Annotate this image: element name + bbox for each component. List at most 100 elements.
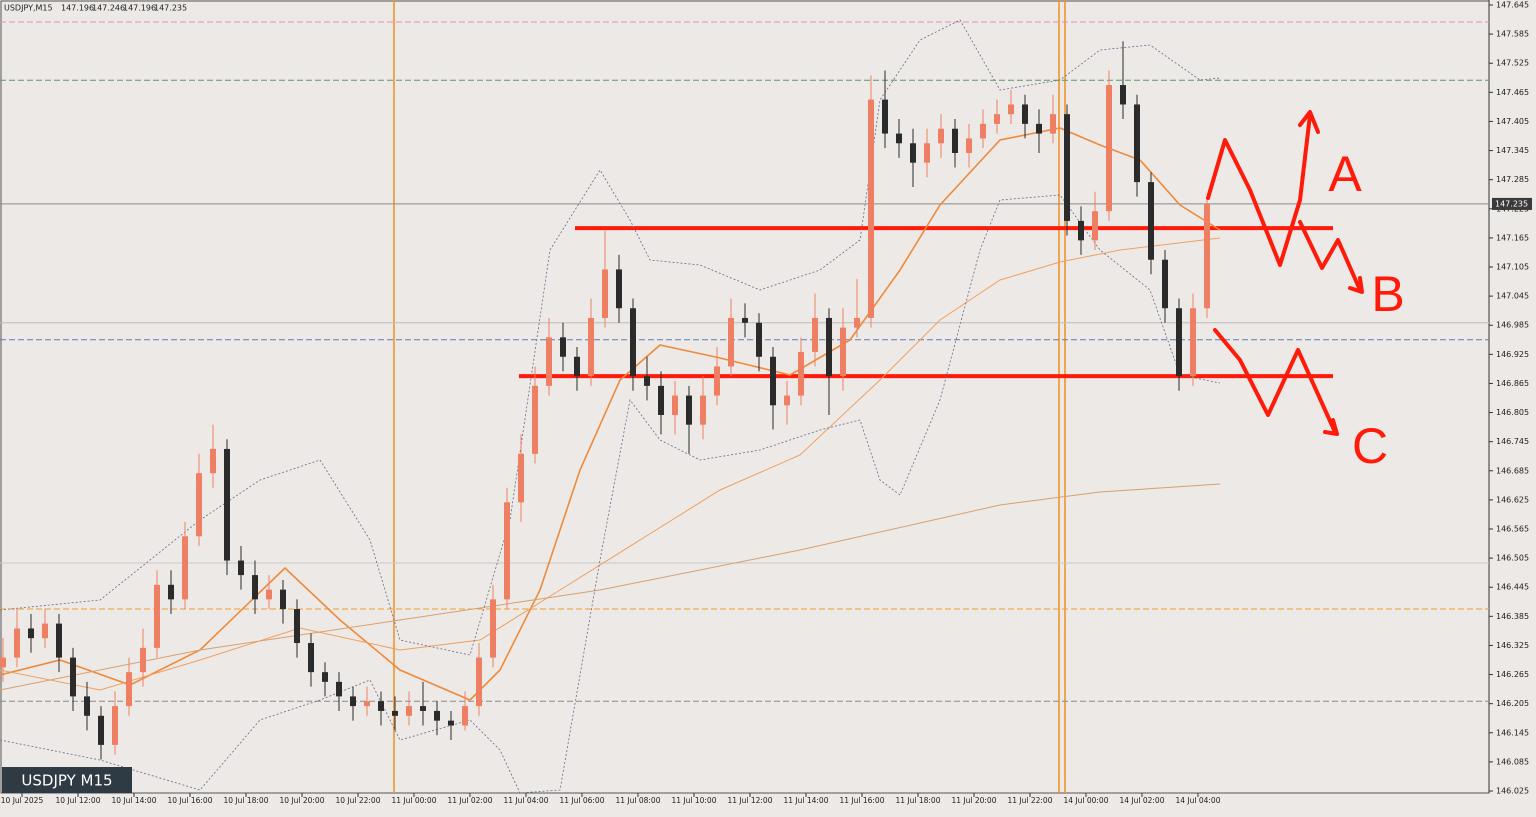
candle-body: [1064, 114, 1070, 221]
candle-body: [756, 322, 762, 357]
x-tick-label: 14 Jul 02:00: [1120, 796, 1165, 805]
candle-body: [1008, 104, 1014, 115]
candle-body: [896, 133, 902, 144]
candle-body: [882, 99, 888, 134]
x-tick-label: 11 Jul 22:00: [1008, 796, 1053, 805]
bollinger-band: [0, 194, 1221, 794]
candle-body: [490, 599, 496, 658]
candle-body: [266, 589, 272, 600]
candle-body: [294, 609, 300, 644]
candle-body: [56, 623, 62, 658]
candle-body: [840, 327, 846, 377]
candle-body: [574, 356, 580, 377]
candle-body: [560, 337, 566, 357]
candle-body: [182, 536, 188, 600]
candle-body: [1078, 220, 1084, 241]
candle-body: [854, 317, 860, 328]
quote-value: 147.246: [92, 4, 125, 13]
candle-body: [434, 710, 440, 721]
candle-body: [1190, 308, 1196, 377]
x-tick-label: 11 Jul 04:00: [504, 796, 549, 805]
candle-body: [28, 628, 34, 639]
y-tick-label: 147.105: [1496, 263, 1529, 272]
x-tick-label: 10 Jul 14:00: [112, 796, 157, 805]
candle-body: [98, 715, 104, 745]
candle-body: [462, 706, 468, 726]
candle-body: [392, 710, 398, 716]
candles: [0, 41, 1210, 760]
x-tick-label: 11 Jul 08:00: [616, 796, 661, 805]
candle-body: [644, 376, 650, 386]
x-tick-label: 10 Jul 2025: [1, 796, 44, 805]
quote-value: 147.196: [61, 4, 94, 13]
annotation-b: B: [1371, 266, 1404, 322]
y-tick-label: 146.985: [1496, 321, 1529, 330]
candle-body: [1022, 104, 1028, 124]
candle-body: [966, 138, 972, 153]
candle-body: [364, 701, 370, 707]
candle-body: [1120, 85, 1126, 105]
candle-body: [308, 643, 314, 673]
candle-body: [42, 623, 48, 639]
y-tick-label: 146.025: [1496, 787, 1529, 796]
candle-body: [14, 628, 20, 658]
candle-body: [700, 395, 706, 425]
candle-body: [868, 99, 874, 318]
candle-body: [994, 114, 1000, 124]
candle-body: [532, 385, 538, 454]
y-tick-label: 146.865: [1496, 379, 1529, 388]
candle-body: [140, 647, 146, 673]
scenario-c-arrow: [1213, 328, 1339, 436]
y-tick-label: 146.505: [1496, 554, 1529, 563]
candle-body: [672, 395, 678, 415]
y-tick-label: 146.145: [1496, 728, 1529, 737]
y-tick-label: 146.685: [1496, 466, 1529, 475]
candle-body: [0, 657, 6, 668]
x-tick-label: 11 Jul 00:00: [392, 796, 437, 805]
candle-body: [154, 584, 160, 648]
y-tick-label: 147.285: [1496, 175, 1529, 184]
y-tick-label: 147.405: [1496, 117, 1529, 126]
candle-body: [812, 317, 818, 352]
x-tick-label: 14 Jul 04:00: [1176, 796, 1221, 805]
quote-value: 147.196: [123, 4, 156, 13]
x-tick-label: 10 Jul 16:00: [168, 796, 213, 805]
candle-body: [350, 696, 356, 707]
candle-body: [742, 317, 748, 323]
candle-body: [1092, 211, 1098, 241]
candle-body: [280, 589, 286, 610]
candle-body: [1134, 104, 1140, 183]
last-price-label: 147.235: [1495, 199, 1528, 208]
candle-body: [224, 448, 230, 561]
quote-value: 147.235: [154, 4, 187, 13]
y-tick-label: 146.445: [1496, 583, 1529, 592]
moving-average: [0, 483, 1221, 691]
y-tick-label: 147.045: [1496, 292, 1529, 301]
x-tick-label: 11 Jul 20:00: [952, 796, 997, 805]
candle-body: [728, 317, 734, 367]
moving-average: [0, 237, 1221, 691]
candle-body: [1162, 259, 1168, 309]
candle-body: [504, 502, 510, 600]
candle-body: [924, 143, 930, 163]
x-tick-label: 11 Jul 18:00: [896, 796, 941, 805]
candle-body: [938, 128, 944, 144]
candle-body: [238, 560, 244, 576]
y-tick-label: 147.465: [1496, 88, 1529, 97]
y-tick-label: 146.385: [1496, 612, 1529, 621]
y-axis: 147.645 147.585 147.525 147.465 147.405 147.3…: [1489, 1, 1532, 796]
x-tick-label: 11 Jul 12:00: [728, 796, 773, 805]
symbol-box: [2, 767, 132, 793]
scenario-a-arrow: [1206, 110, 1320, 267]
y-tick-label: 146.265: [1496, 670, 1529, 679]
y-tick-label: 146.565: [1496, 525, 1529, 534]
y-tick-label: 146.745: [1496, 437, 1529, 446]
y-tick-label: 147.165: [1496, 233, 1529, 242]
x-tick-label: 10 Jul 12:00: [56, 796, 101, 805]
candle-body: [686, 395, 692, 425]
x-tick-label: 10 Jul 18:00: [224, 796, 269, 805]
levels: [0, 21, 1489, 702]
candle-body: [714, 366, 720, 396]
y-tick-label: 146.325: [1496, 641, 1529, 650]
